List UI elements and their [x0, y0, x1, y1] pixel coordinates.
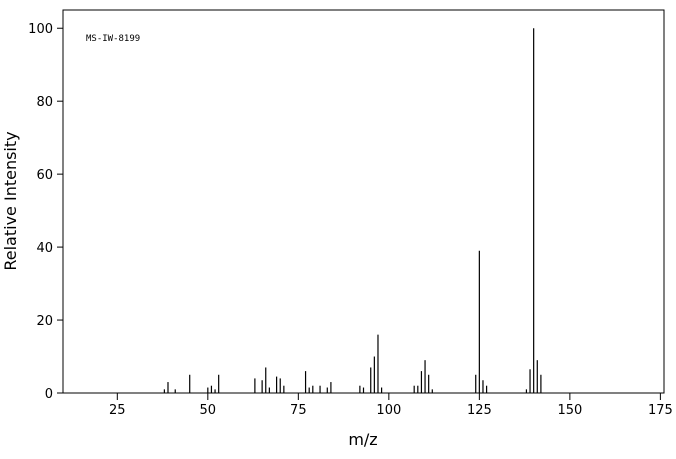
- x-tick-label: 100: [376, 403, 401, 418]
- y-axis-label: Relative Intensity: [1, 131, 20, 270]
- x-tick-label: 50: [200, 403, 217, 418]
- x-tick-label: 175: [648, 403, 673, 418]
- y-tick-label: 100: [28, 22, 53, 37]
- y-tick-label: 20: [36, 314, 53, 329]
- annotation: MS-IW-8199: [86, 34, 140, 44]
- x-axis-label: m/z: [348, 430, 377, 449]
- x-tick-label: 75: [290, 403, 307, 418]
- y-tick-label: 60: [36, 168, 53, 183]
- x-tick-label: 25: [109, 403, 126, 418]
- x-tick-label: 150: [557, 403, 582, 418]
- y-tick-label: 0: [45, 387, 53, 402]
- y-tick-label: 80: [36, 95, 53, 110]
- x-tick-label: 125: [467, 403, 492, 418]
- y-tick-label: 40: [36, 241, 53, 256]
- plot-frame: [62, 9, 665, 394]
